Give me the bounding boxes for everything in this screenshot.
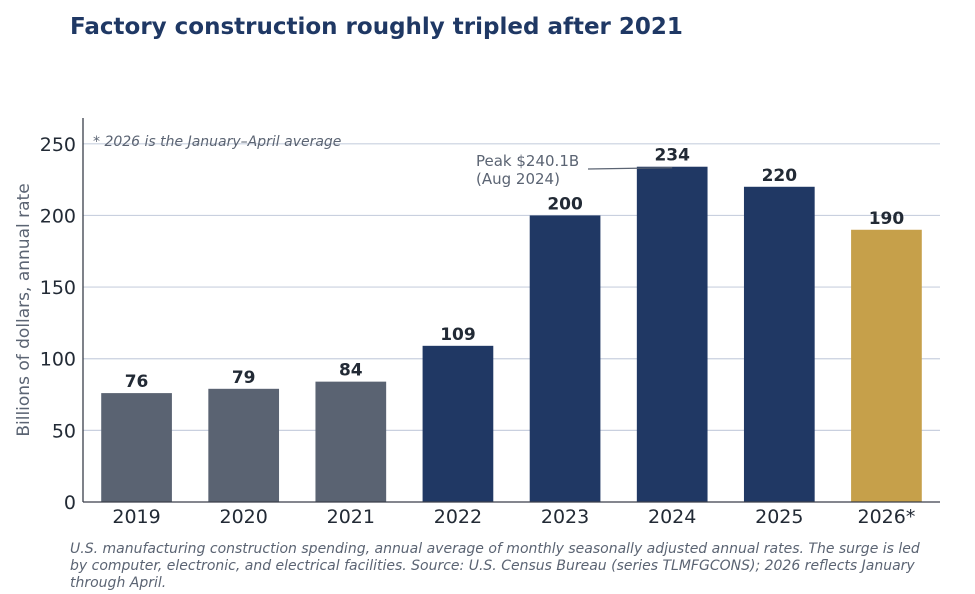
peak-annotation-line1: Peak $240.1B <box>476 152 579 170</box>
peak-annotation-leader <box>587 167 673 170</box>
bar-2022 <box>422 345 494 502</box>
y-tick-label: 250 <box>40 134 76 156</box>
x-tick-label: 2022 <box>434 506 482 528</box>
bar-2021 <box>315 381 387 502</box>
x-tick-labels: 2019 2020 2021 2022 2023 2024 2025 2026* <box>112 506 915 528</box>
value-label: 84 <box>339 361 363 381</box>
value-label: 109 <box>440 325 476 345</box>
bar-2025 <box>743 186 815 502</box>
value-label: 190 <box>869 209 905 229</box>
x-tick-label: 2025 <box>755 506 803 528</box>
x-tick-label: 2024 <box>648 506 696 528</box>
value-labels: 76 79 84 109 200 234 220 190 <box>125 146 905 392</box>
x-tick-label: 2026* <box>858 506 916 528</box>
bar-chart: 0 50 100 150 200 250 2019 2020 2021 2022 2023 2024… <box>14 118 940 528</box>
value-label: 200 <box>547 194 583 214</box>
y-tick-label: 0 <box>64 492 76 514</box>
y-tick-label: 200 <box>40 205 76 227</box>
bar-2020 <box>208 388 280 502</box>
x-tick-label: 2023 <box>541 506 589 528</box>
bar-2026 <box>851 229 922 502</box>
y-tick-label: 150 <box>40 277 76 299</box>
y-tick-label: 100 <box>40 349 76 371</box>
axes <box>82 118 940 503</box>
bars <box>101 166 922 502</box>
x-tick-label: 2021 <box>327 506 375 528</box>
bar-2024 <box>636 166 708 502</box>
value-label: 234 <box>654 146 690 166</box>
chart-note: * 2026 is the January–April average <box>93 134 341 150</box>
value-label: 220 <box>762 166 798 186</box>
bar-2023 <box>529 215 601 502</box>
bar-2019 <box>101 393 172 502</box>
x-tick-label: 2019 <box>112 506 160 528</box>
y-axis-label: Billions of dollars, annual rate <box>14 183 34 436</box>
y-tick-label: 50 <box>52 420 76 442</box>
x-tick-label: 2020 <box>220 506 268 528</box>
chart-caption: U.S. manufacturing construction spending… <box>70 541 920 591</box>
value-label: 76 <box>125 372 149 392</box>
peak-annotation: Peak $240.1B (Aug 2024) <box>476 152 673 188</box>
chart-title: Factory construction roughly tripled aft… <box>70 14 683 40</box>
value-label: 79 <box>232 368 256 388</box>
y-tick-labels: 0 50 100 150 200 250 <box>40 134 76 514</box>
peak-annotation-line2: (Aug 2024) <box>476 170 560 188</box>
